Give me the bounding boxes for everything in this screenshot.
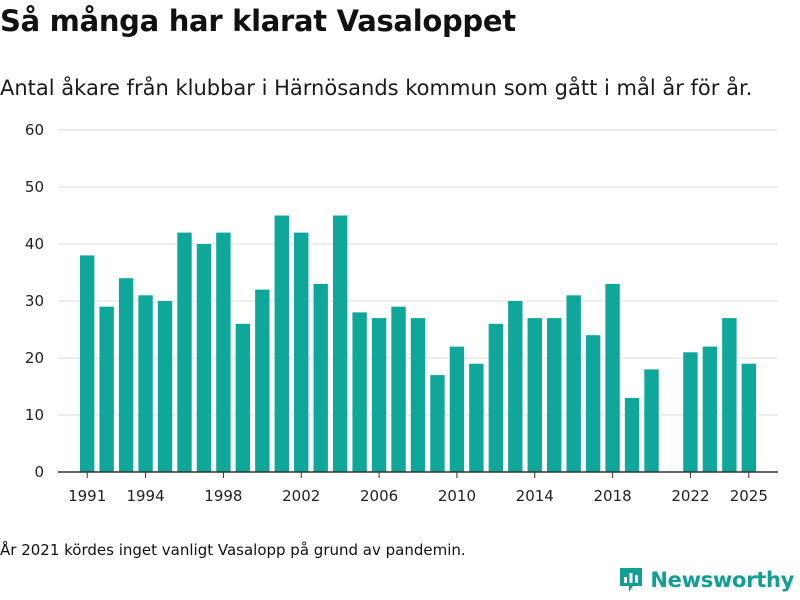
bar-2007[interactable]	[391, 306, 406, 472]
chart-subtitle: Antal åkare från klubbar i Härnösands ko…	[0, 76, 753, 100]
bar-1993[interactable]	[118, 278, 134, 472]
footnote: År 2021 kördes inget vanligt Vasalopp på…	[0, 541, 466, 559]
x-tick-label: 1994	[126, 487, 164, 505]
bar-1999[interactable]	[235, 323, 251, 472]
bar-1991[interactable]	[79, 255, 95, 472]
bar-2003[interactable]	[313, 283, 328, 472]
y-tick-label: 30	[25, 292, 44, 310]
bar-1996[interactable]	[177, 232, 192, 472]
bar-2008[interactable]	[410, 318, 426, 472]
bar-2022[interactable]	[683, 352, 698, 472]
bar-2005[interactable]	[352, 312, 367, 472]
bar-2015[interactable]	[547, 318, 562, 472]
x-tick-label: 2002	[282, 487, 320, 505]
bar-1998[interactable]	[216, 232, 231, 472]
bar-2002[interactable]	[294, 232, 309, 472]
x-tick-label: 2014	[516, 487, 554, 505]
x-tick-label: 2010	[438, 487, 476, 505]
bar-2011[interactable]	[469, 363, 484, 472]
bar-chart: 0 10 20 30 40 50 60 1991 1994 1998 2002 2006 2010 20…	[25, 121, 778, 505]
bar-2009[interactable]	[430, 375, 445, 472]
bar-2010[interactable]	[449, 346, 465, 472]
bar-2016[interactable]	[566, 295, 581, 472]
y-tick-label: 0	[34, 463, 44, 481]
bar-2014[interactable]	[527, 318, 542, 472]
chart-title: Så många har klarat Vasaloppet	[0, 4, 516, 38]
bar-1992[interactable]	[99, 306, 114, 472]
brand-name: Newsworthy	[650, 568, 794, 592]
bar-1995[interactable]	[157, 301, 173, 472]
bar-2006[interactable]	[371, 318, 387, 472]
x-tick-label: 2022	[671, 487, 709, 505]
bar-2025[interactable]	[741, 363, 757, 472]
x-tick-label: 1998	[204, 487, 242, 505]
bar-2001[interactable]	[274, 215, 289, 473]
brand-logo[interactable]: Newsworthy	[618, 566, 794, 594]
x-tick-label: 2025	[730, 487, 768, 505]
bar-2024[interactable]	[722, 318, 737, 472]
bar-1997[interactable]	[196, 244, 212, 472]
y-tick-label: 50	[25, 178, 44, 196]
y-tick-label: 20	[25, 349, 44, 367]
x-tick-label: 2018	[594, 487, 632, 505]
x-tick-label: 2006	[360, 487, 398, 505]
bar-2023[interactable]	[702, 346, 718, 472]
y-tick-label: 40	[25, 235, 44, 253]
bar-2017[interactable]	[585, 335, 601, 472]
bar-2013[interactable]	[508, 301, 523, 472]
bar-1994[interactable]	[138, 295, 153, 472]
bar-2019[interactable]	[624, 397, 640, 472]
y-tick-label: 60	[25, 121, 44, 139]
bar-2000[interactable]	[255, 289, 270, 472]
bar-2020[interactable]	[644, 369, 659, 472]
bar-2012[interactable]	[488, 323, 504, 472]
bar-2004[interactable]	[332, 215, 348, 473]
x-tick-label: 1991	[68, 487, 106, 505]
y-tick-label: 10	[25, 406, 44, 424]
bar-chart-logo-icon	[620, 568, 643, 592]
bar-2018[interactable]	[605, 283, 620, 472]
